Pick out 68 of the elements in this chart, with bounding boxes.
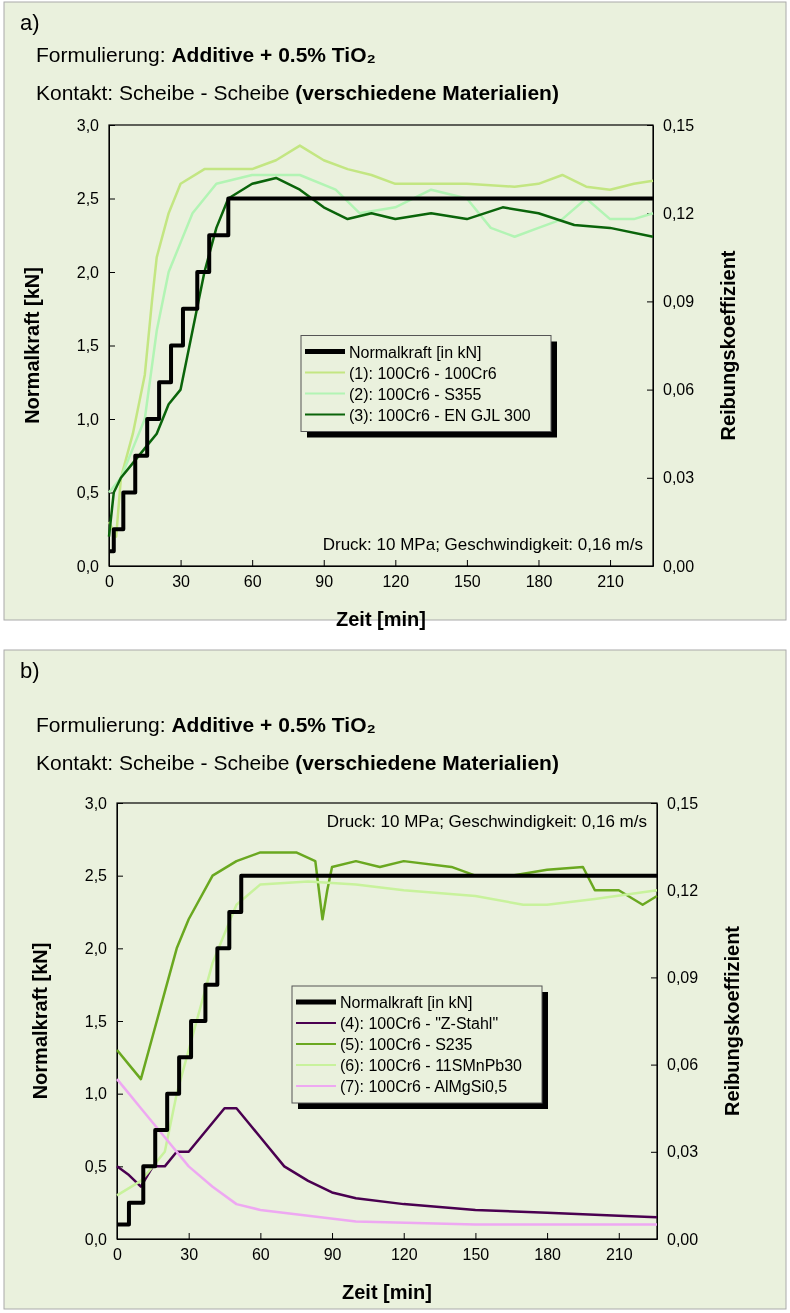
y2-tick-label: 0,00 — [663, 557, 695, 575]
legend-label: (3): 100Cr6 - EN GJL 300 — [349, 406, 531, 424]
x-tick-label: 180 — [534, 1246, 562, 1264]
y2-tick-label: 0,03 — [667, 1143, 699, 1161]
x-tick-label: 120 — [390, 1246, 418, 1264]
y-tick-label: 0,5 — [84, 1157, 108, 1175]
y-tick-label: 0,0 — [76, 557, 100, 575]
y-tick-label: 3,0 — [76, 116, 100, 134]
x-tick-label: 120 — [382, 573, 410, 591]
legend-label: (7): 100Cr6 - AlMgSi0,5 — [340, 1078, 508, 1095]
y-tick-label: 2,0 — [84, 939, 108, 957]
y-tick-label: 0,5 — [76, 484, 100, 502]
y2-tick-label: 0,12 — [663, 204, 695, 222]
legend-label: (2): 100Cr6 - S355 — [349, 385, 482, 403]
y-tick-label: 1,5 — [84, 1012, 108, 1030]
x-tick-label: 150 — [462, 1246, 490, 1264]
legend-label: (5): 100Cr6 - S235 — [340, 1036, 473, 1053]
x-tick-label: 180 — [525, 573, 553, 591]
line-series — [115, 1077, 659, 1226]
x-tick-label: 90 — [323, 1246, 342, 1264]
y-axis-title: Normalkraft [kN] — [29, 942, 51, 1100]
x-tick-label: 30 — [172, 573, 191, 591]
legend-label: (6): 100Cr6 - 11SMnPb30 — [340, 1057, 523, 1074]
annotation: Druck: 10 MPa; Geschwindigkeit: 0,16 m/s — [326, 812, 647, 831]
y2-tick-label: 0,12 — [667, 881, 699, 899]
y2-tick-label: 0,06 — [663, 381, 695, 399]
chart-subtitle: Kontakt: Scheibe - Scheibe (verschiedene Materialien) — [36, 751, 559, 774]
x-tick-label: 210 — [597, 573, 624, 591]
line-series — [115, 851, 659, 1081]
legend-label: Normalkraft [in kN] — [349, 343, 482, 361]
legend-label: Normalkraft [in kN] — [340, 994, 473, 1011]
x-tick-label: 30 — [180, 1246, 199, 1264]
y-tick-label: 2,0 — [76, 263, 100, 281]
y-tick-label: 2,5 — [76, 190, 100, 208]
y-tick-label: 1,5 — [76, 337, 100, 355]
y-tick-label: 0,0 — [84, 1230, 108, 1248]
y-tick-label: 2,5 — [84, 867, 108, 885]
chart-title: Formulierung: Additive + 0.5% TiO₂ — [36, 713, 376, 736]
y2-axis-title: Reibungskoeffizient — [717, 250, 739, 441]
x-tick-label: 90 — [315, 573, 334, 591]
y-tick-label: 3,0 — [84, 794, 108, 812]
x-tick-label: 150 — [454, 573, 481, 591]
y-tick-label: 1,0 — [84, 1085, 108, 1103]
chart-subtitle: Kontakt: Scheibe - Scheibe (verschiedene Materialien) — [36, 81, 559, 104]
line-series — [115, 1106, 659, 1219]
y2-tick-label: 0,15 — [667, 794, 699, 812]
y2-tick-label: 0,03 — [663, 469, 695, 487]
y-tick-label: 1,0 — [76, 410, 100, 428]
x-tick-label: 60 — [243, 573, 262, 591]
x-tick-label: 0 — [113, 1246, 123, 1264]
legend-label: (4): 100Cr6 - "Z-Stahl" — [340, 1015, 499, 1032]
y2-tick-label: 0,00 — [667, 1230, 699, 1248]
y2-tick-label: 0,15 — [663, 116, 695, 134]
x-tick-label: 0 — [105, 573, 115, 591]
x-tick-label: 210 — [605, 1246, 633, 1264]
y-axis-title: Normalkraft [kN] — [21, 267, 43, 424]
y2-tick-label: 0,09 — [667, 969, 699, 987]
text: b) — [20, 658, 40, 683]
x-tick-label: 60 — [251, 1246, 270, 1264]
y2-axis-title: Reibungskoeffizient — [721, 925, 743, 1117]
annotation: Druck: 10 MPa; Geschwindigkeit: 0,16 m/s — [322, 535, 643, 554]
chart-title: Formulierung: Additive + 0.5% TiO₂ — [36, 43, 376, 66]
text: a) — [20, 10, 40, 35]
x-axis-title: Zeit [min] — [336, 608, 426, 630]
legend-label: (1): 100Cr6 - 100Cr6 — [349, 364, 497, 382]
x-axis-title: Zeit [min] — [342, 1281, 432, 1303]
y2-tick-label: 0,06 — [667, 1056, 699, 1074]
y2-tick-label: 0,09 — [663, 293, 695, 311]
